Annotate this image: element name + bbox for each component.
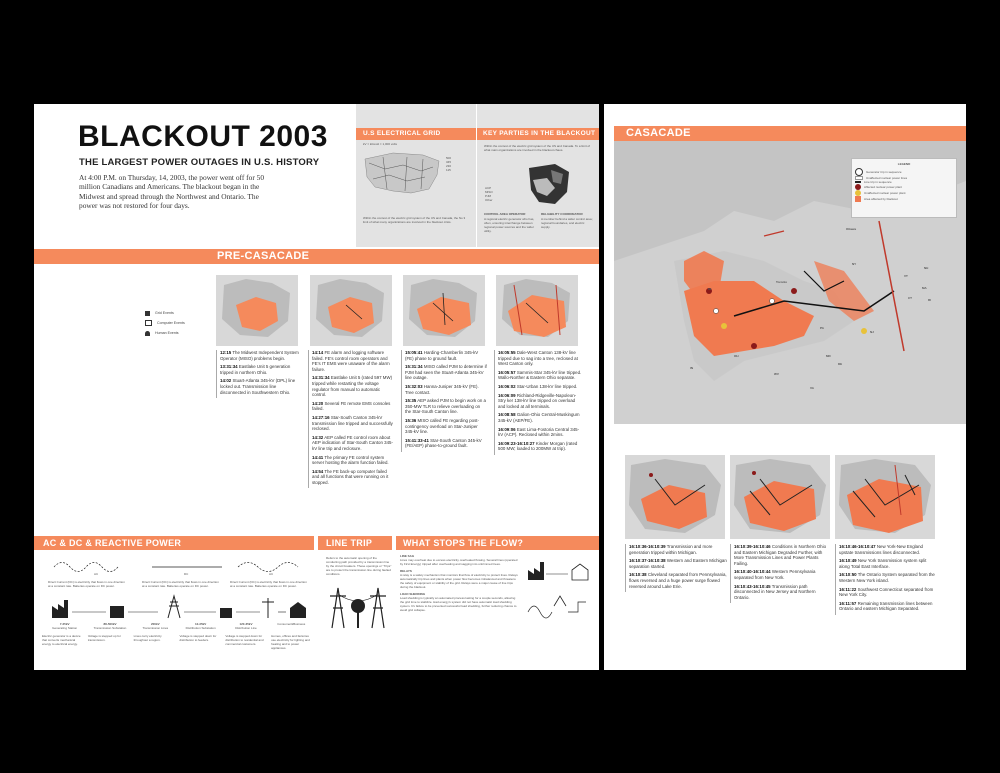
grid-events-icon — [145, 310, 150, 316]
cascade-map-1 — [624, 454, 726, 540]
stops-list: LINE SAG Lines may overheat due to exces… — [400, 554, 518, 612]
grid-panel: U.S ELECTRICAL GRID kV = kilovolt = 1,00… — [356, 104, 476, 247]
affected-plant-icon — [855, 184, 861, 190]
main-subtitle: THE LARGEST POWER OUTAGES IN U.S. HISTOR… — [79, 157, 320, 168]
map-label-pa: PA — [820, 326, 824, 330]
map-label-nj: NJ — [870, 330, 874, 334]
precascade-col-3: 15:05:41 Harding-Chamberlin 345-kV (FE) … — [401, 350, 487, 452]
parties-col1-text: A regional electric generator who has, o… — [484, 217, 535, 233]
stage-distribution-sub: 12-35kV Distribution Substation — [185, 622, 216, 630]
cascade-legend: LEGEND Generator trip in sequence Unaffe… — [851, 158, 957, 218]
cascade-col-2: 16:10:39-16:10:46 Conditions in Northern… — [730, 544, 832, 604]
blackout-area-icon — [855, 196, 861, 202]
linetrip-text: Refers to the automatic opening of the c… — [326, 556, 392, 576]
map-label-ct: CT — [908, 296, 912, 300]
cascade-map-2 — [729, 454, 831, 540]
unaffected-plant-icon — [855, 190, 861, 196]
map-label-vt: VT — [904, 274, 908, 278]
precascade-col-4: 16:05:55 Dale-West Canton 138-kV line tr… — [494, 350, 582, 455]
precascade-title: PRE-CASACADE — [217, 250, 310, 262]
left-page: BLACKOUT 2003 THE LARGEST POWER OUTAGES … — [34, 104, 599, 670]
unaffected-line-icon — [855, 176, 863, 180]
linetrip-title: LINE TRIP — [326, 538, 373, 548]
us-grid-map — [364, 152, 440, 194]
precascade-legend: Grid Events Computer Events Human Events — [145, 308, 185, 338]
map-label-toronto: Toronto — [776, 280, 788, 284]
map-label-mi: MI — [708, 287, 712, 291]
stops-icons — [527, 562, 589, 619]
map-label-nh: NH — [924, 266, 929, 270]
cascade-title: CASACADE — [626, 127, 691, 139]
wave-3-label: AC — [269, 572, 274, 576]
power-chain-icons — [52, 594, 306, 619]
power-chain: 7-25kV Generating Station 88-500kV Transmi… — [42, 622, 314, 630]
map-label-ri: RI — [928, 298, 931, 302]
right-page: CASACADE Ottawa Toronto NY PA OH MI NH M… — [604, 104, 966, 670]
stops-band — [396, 536, 599, 550]
precascade-map-1 — [215, 274, 299, 347]
waveforms — [53, 562, 299, 572]
cascade-col-1: 16:10:36-16:10:39 Transmission and more … — [625, 544, 727, 593]
stage-consumer: Consumer&Business — [277, 622, 306, 626]
cascade-map-3 — [834, 454, 936, 540]
stage-transmission-sub: 88-500kV Transmission Substation — [93, 622, 127, 630]
grid-scale-note: kV = kilovolt = 1,000 volts — [363, 142, 398, 146]
parties-col2-title: RELIABILITY COORDINATOR — [541, 212, 583, 216]
main-title: BLACKOUT 2003 — [78, 120, 328, 153]
wave-3-text: Direct Current (DC) is electricity that … — [230, 580, 307, 588]
precascade-map-2 — [309, 274, 393, 347]
map-label-wv: WV — [774, 372, 779, 376]
line-trip-icon — [855, 181, 861, 183]
stage-generating: 7-25kV Generating Station — [52, 622, 78, 630]
power-chain-notes: Electric generator is a device that conv… — [42, 634, 310, 650]
tower-tree-icon — [330, 587, 386, 629]
precascade-band — [34, 249, 599, 264]
grid-caption: Within the context of the electric grid … — [363, 216, 466, 224]
acdc-band — [34, 536, 314, 550]
generator-trip-icon — [855, 168, 863, 176]
precascade-col-1: 12:15 The Midwest Independent System Ope… — [216, 350, 300, 399]
precascade-col-2: 14:14 FE alarm and logging software fail… — [308, 350, 394, 489]
cascade-map — [614, 141, 966, 424]
grid-panel-title: U.S ELECTRICAL GRID — [363, 130, 441, 137]
cascade-col-3: 16:10:46-16:10:47 New York-New England u… — [835, 544, 937, 615]
map-label-ny: NY — [852, 262, 857, 266]
map-label-va: VA — [810, 386, 814, 390]
wave-2-text: Direct Current (DC) is electricity that … — [142, 580, 219, 588]
stops-title: WHAT STOPS THE FLOW? — [403, 538, 524, 548]
precascade-map-4 — [495, 274, 579, 347]
wave-1-text: Direct Current (DC) is electricity that … — [48, 580, 125, 588]
map-label-in: IN — [690, 366, 693, 370]
wave-1-label: AC — [94, 572, 99, 576]
parties-map — [529, 164, 569, 204]
cascade-band — [614, 126, 966, 141]
wave-2-label: DC — [184, 572, 189, 576]
acdc-title: AC & DC & REACTIVE POWER — [43, 538, 182, 548]
human-events-icon — [145, 330, 150, 336]
map-label-oh: OH — [734, 354, 739, 358]
computer-events-icon — [145, 320, 152, 326]
intro-paragraph: At 4:00 P.M. on Thursday, 14, 2003, the … — [79, 173, 265, 211]
parties-panel-title: KEY PARTIES IN THE BLACKOUT — [483, 130, 596, 137]
parties-legend: ACP MISO PJM Other — [485, 186, 493, 202]
precascade-map-3 — [402, 274, 486, 347]
linetrip-band — [318, 536, 392, 550]
parties-col1-title: CONTROL AREA OPERATOR — [484, 212, 526, 216]
stage-transmission-lines: 200kV Transmission Lines — [142, 622, 169, 630]
map-label-ma: MA — [922, 286, 927, 290]
map-label-md: MD — [826, 354, 831, 358]
map-label-ottawa: Ottawa — [846, 227, 857, 231]
parties-panel: KEY PARTIES IN THE BLACKOUT Within the c… — [477, 104, 599, 247]
parties-intro: Within the context of the electric grid … — [484, 144, 590, 152]
stage-distribution-line: 120-35kV Distribution Line — [235, 622, 257, 630]
grid-legend: 500 345 230 115 — [446, 156, 452, 172]
map-label-de: DE — [838, 362, 843, 366]
parties-col2-text: A member behind a wider control area; re… — [541, 217, 593, 229]
